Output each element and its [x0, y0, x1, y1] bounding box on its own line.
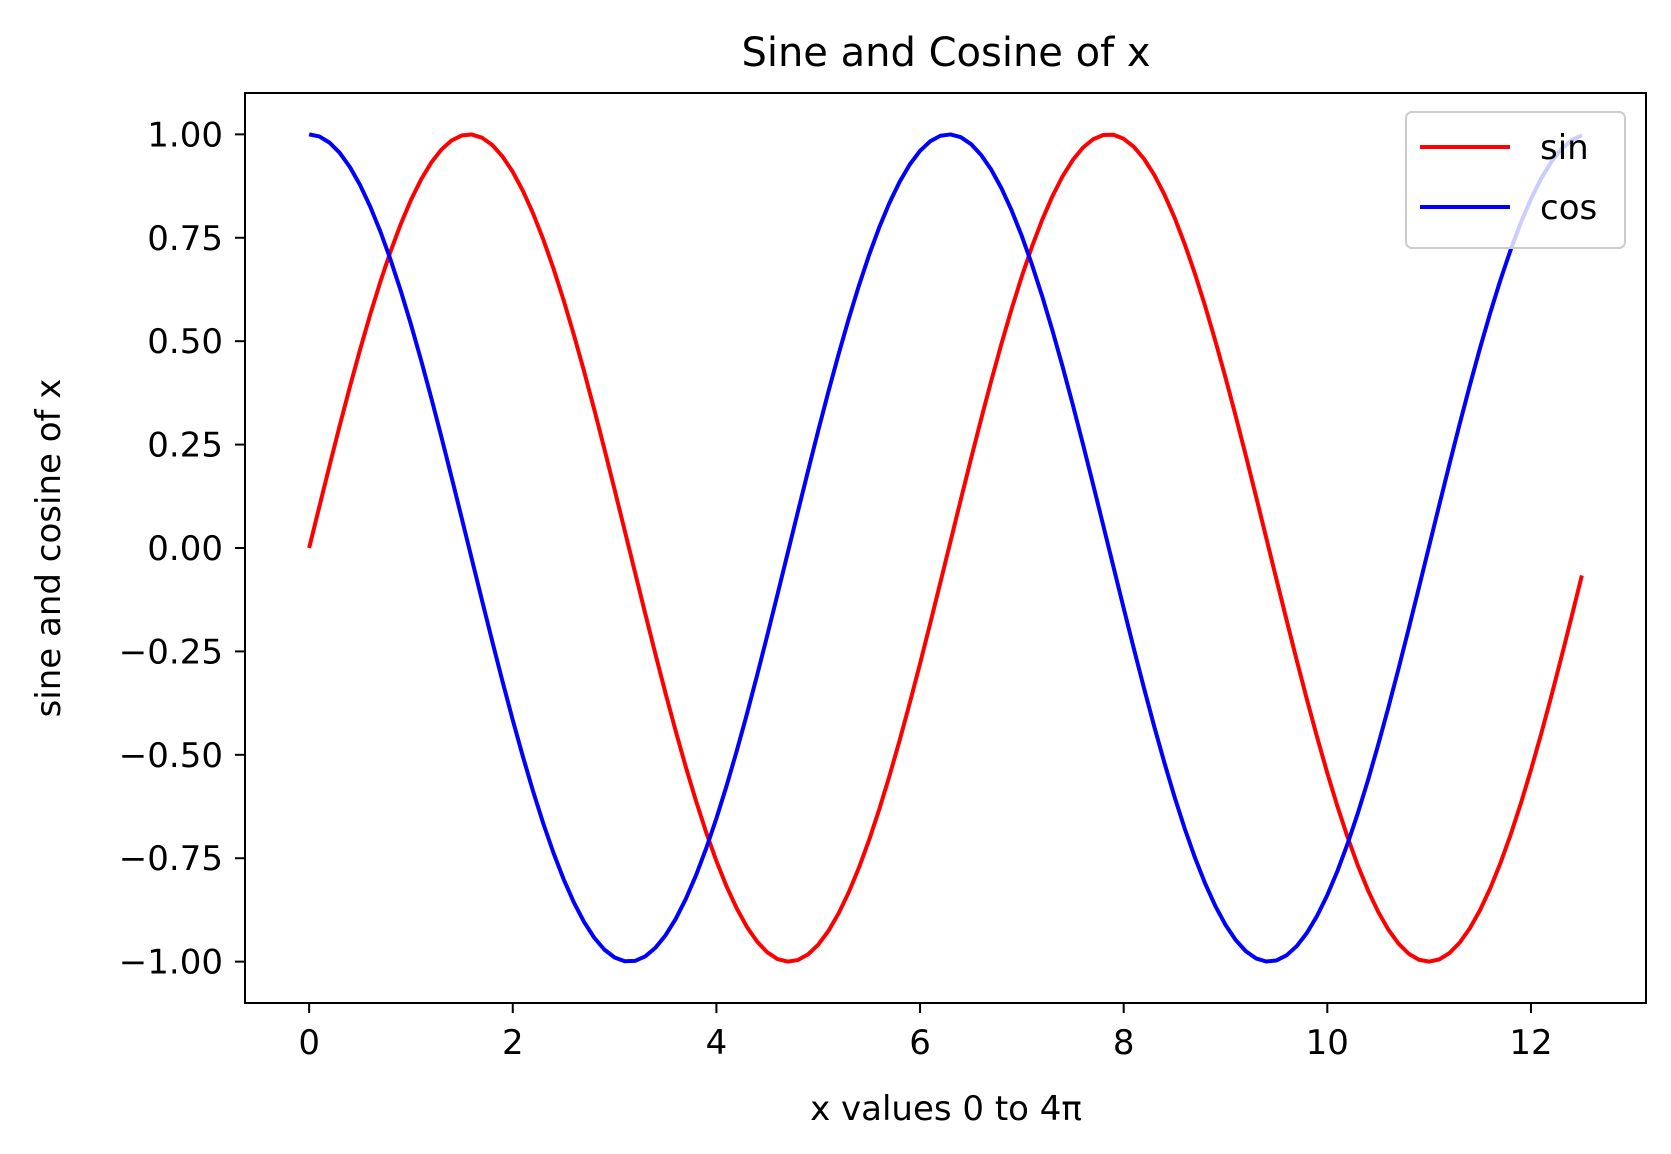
y-tick-label: −0.75: [119, 839, 223, 879]
x-tick-label: 12: [1509, 1023, 1552, 1063]
x-tick-label: 10: [1306, 1023, 1349, 1063]
legend: sin cos: [1405, 111, 1626, 249]
x-tick-label: 0: [298, 1023, 320, 1063]
series-line-cos: [308, 132, 1583, 964]
y-tick-label: 0.75: [147, 219, 223, 259]
x-tick-label: 6: [909, 1023, 931, 1063]
y-tick-label: 0.25: [147, 426, 223, 466]
x-tick-label: 4: [706, 1023, 728, 1063]
y-axis: 1.00 0.75 0.50 0.25 0.00 −0.25 −0.50 −0.75 −1.00: [119, 115, 245, 983]
chart-title: Sine and Cosine of x: [741, 30, 1150, 76]
y-tick-label: 0.00: [147, 529, 223, 569]
y-tick-label: −0.50: [119, 736, 223, 776]
series-line-sin: [307, 132, 1584, 964]
x-tick-label: 2: [502, 1023, 524, 1063]
y-tick-label: −0.25: [119, 632, 223, 672]
legend-label-sin: sin: [1540, 128, 1589, 168]
y-tick-label: −1.00: [119, 943, 223, 983]
y-tick-label: 1.00: [147, 115, 223, 155]
series-layer: [307, 132, 1584, 964]
x-axis: 0 2 4 6 8 10 12: [298, 1003, 1553, 1063]
x-tick-label: 8: [1113, 1023, 1135, 1063]
x-axis-label: x values 0 to 4π: [810, 1089, 1082, 1129]
y-axis-label: sine and cosine of x: [29, 379, 69, 718]
legend-label-cos: cos: [1540, 188, 1597, 228]
y-tick-label: 0.50: [147, 322, 223, 362]
